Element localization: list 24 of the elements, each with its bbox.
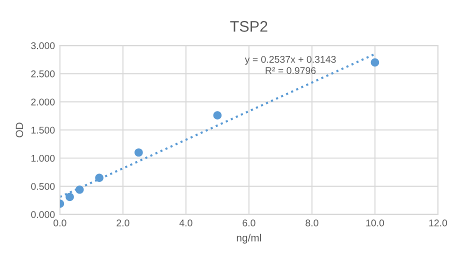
annotation: y = 0.2537x + 0.3143 R² = 0.9796 (244, 56, 336, 74)
point (370, 58, 380, 67)
y-tick-label: 3.000 (31, 42, 55, 50)
point (213, 111, 222, 120)
y-tick-label: 0.000 (31, 211, 55, 218)
chart-title: TSP2 (230, 21, 268, 32)
x-tick-label: 6.0 (242, 220, 256, 226)
point (66, 192, 74, 202)
x-tick-label: 10.0 (366, 220, 384, 226)
x-tick-label: 0.0 (54, 220, 66, 226)
y-tick-label: 0.500 (31, 182, 55, 190)
x-tick-label: 2.0 (116, 220, 130, 226)
x-axis-title: ng/ml (236, 234, 261, 244)
point (134, 148, 143, 157)
x-tick-label: 8.0 (306, 220, 318, 226)
x-tick-label: 12.0 (429, 220, 448, 226)
x-tick-label: 4.0 (179, 220, 192, 226)
y-tick-label: 1.000 (31, 154, 55, 162)
point (75, 185, 84, 194)
point (95, 174, 104, 182)
y-tick-label: 1.500 (31, 126, 55, 134)
y-tick-label: 2.000 (31, 98, 55, 106)
y-axis-title: OD (16, 122, 24, 138)
y-tick-label: 2.500 (31, 70, 55, 78)
